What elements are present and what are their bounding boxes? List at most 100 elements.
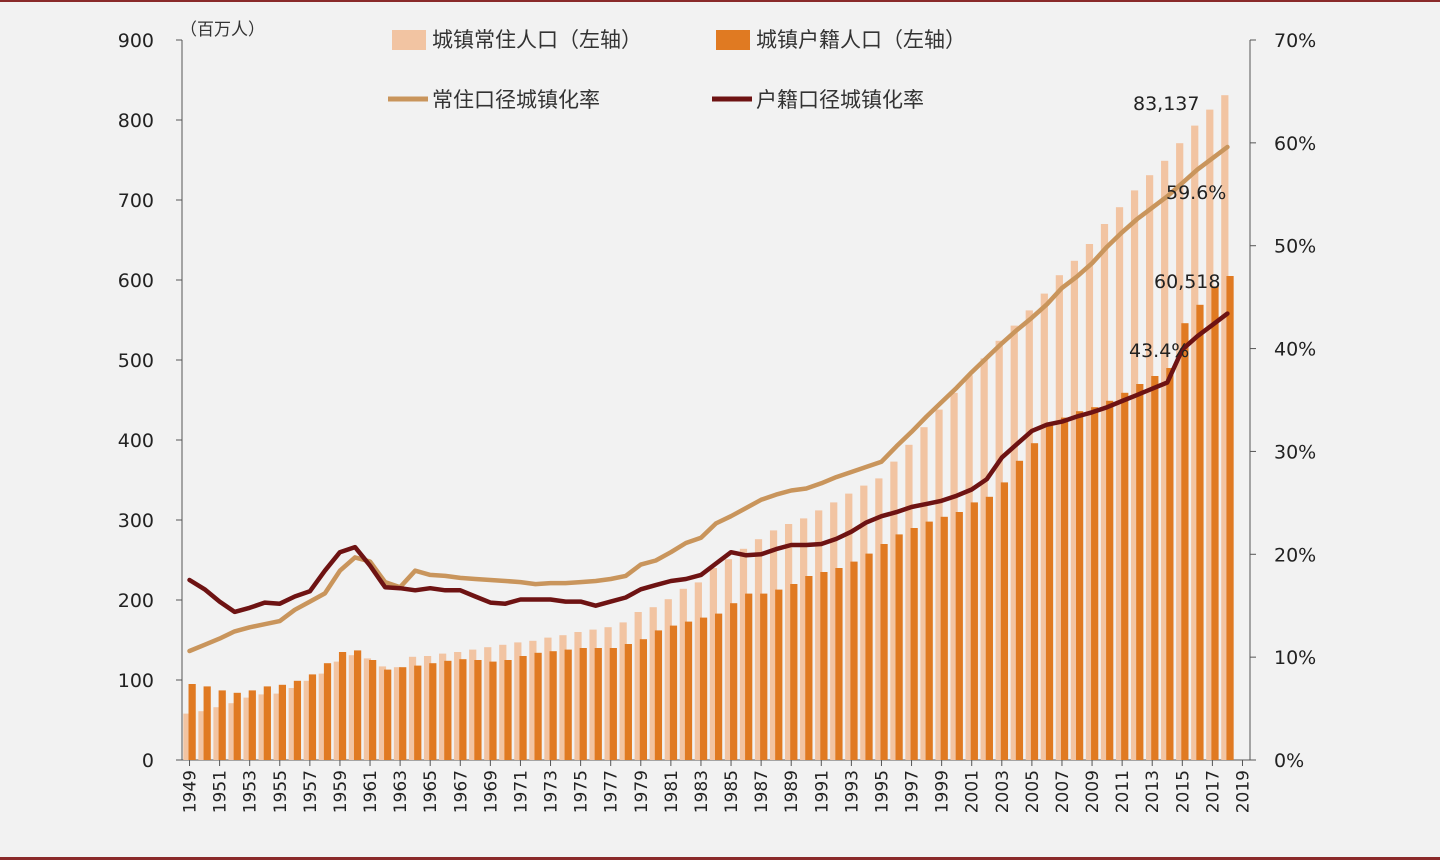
bar-urban-hukou <box>1196 304 1204 760</box>
bar-urban-hukou <box>474 660 482 760</box>
bar-urban-resident <box>198 711 206 760</box>
right-tick-label: 10% <box>1274 647 1316 669</box>
bar-urban-resident <box>1085 244 1094 760</box>
x-tick-label: 1997 <box>903 770 923 813</box>
bar-urban-hukou <box>293 680 302 760</box>
bar-urban-hukou <box>1015 460 1024 760</box>
bar-urban-resident <box>1115 207 1124 760</box>
left-tick-label: 100 <box>118 670 154 692</box>
x-tick-label: 2005 <box>1023 770 1043 813</box>
x-tick-label: 1969 <box>481 770 501 813</box>
bar-urban-resident <box>1070 260 1079 760</box>
bar-urban-hukou <box>624 644 632 760</box>
bar-urban-hukou <box>1211 286 1219 760</box>
left-tick-label: 0 <box>142 750 154 772</box>
bar-urban-hukou <box>489 661 497 760</box>
bar-urban-resident <box>845 493 853 760</box>
bar-urban-resident <box>228 703 236 760</box>
bar-urban-hukou <box>1076 411 1084 760</box>
bar-urban-hukou <box>203 686 211 760</box>
bar-urban-resident <box>1100 224 1109 760</box>
bar-urban-resident <box>754 539 763 760</box>
bar-urban-hukou <box>790 584 798 760</box>
bar-urban-resident <box>860 485 868 760</box>
bar-urban-resident <box>484 647 492 760</box>
bar-urban-resident <box>439 653 447 760</box>
x-tick-label: 2019 <box>1233 770 1253 813</box>
x-tick-label: 1951 <box>211 770 231 813</box>
bar-urban-resident <box>423 656 432 760</box>
bar-urban-hukou <box>865 553 873 760</box>
bar-urban-resident <box>1025 310 1033 760</box>
bar-urban-hukou <box>639 639 648 760</box>
x-tick-label: 1971 <box>511 770 531 813</box>
x-tick-label: 1985 <box>722 770 742 813</box>
bar-urban-hukou <box>715 613 723 760</box>
bar-urban-hukou <box>835 568 843 760</box>
bar-urban-hukou <box>429 663 437 760</box>
bar-urban-resident <box>469 649 477 760</box>
x-tick-label: 2001 <box>963 770 983 813</box>
x-tick-label: 2017 <box>1203 770 1223 813</box>
line-hukou-rate <box>187 311 1230 615</box>
bar-urban-resident <box>514 642 522 760</box>
bar-urban-resident <box>1055 275 1063 760</box>
x-tick-label: 1957 <box>301 770 321 813</box>
bar-urban-hukou <box>669 625 678 760</box>
left-tick-label: 600 <box>118 270 154 292</box>
x-tick-label: 2011 <box>1113 770 1133 813</box>
bar-urban-hukou <box>880 544 888 760</box>
x-tick-label: 1987 <box>752 770 772 813</box>
bar-urban-resident <box>980 358 988 760</box>
bar-urban-hukou <box>308 674 317 760</box>
bar-urban-resident <box>288 688 296 760</box>
bar-urban-hukou <box>1030 443 1039 760</box>
bar-urban-resident <box>679 588 687 760</box>
right-axis-ticks: 0% 10% 20% 30% 40% 50% 60% 70% <box>1250 30 1316 772</box>
bar-urban-resident <box>393 667 402 760</box>
legend-swatch-urban-resident <box>392 30 426 50</box>
annotation-resident-pop-2018: 83,137 <box>1133 93 1199 115</box>
bar-urban-hukou <box>699 617 708 760</box>
x-tick-label: 1981 <box>662 770 682 813</box>
bar-urban-hukou <box>444 660 452 760</box>
bar-urban-hukou <box>579 648 587 760</box>
bar-urban-hukou <box>775 589 783 760</box>
bar-urban-resident <box>318 673 326 760</box>
x-tick-label: 1989 <box>782 770 802 813</box>
bar-urban-hukou <box>955 512 963 760</box>
right-tick-label: 60% <box>1274 133 1316 155</box>
bar-urban-resident <box>454 652 462 760</box>
bar-urban-resident <box>1130 190 1139 760</box>
bars-urban-resident <box>183 95 1229 761</box>
legend-label-resident-rate: 常住口径城镇化率 <box>432 88 600 112</box>
bar-urban-hukou <box>1060 417 1069 760</box>
bar-urban-hukou <box>985 496 993 760</box>
bar-urban-hukou <box>414 665 422 760</box>
x-tick-label: 1961 <box>361 770 381 813</box>
legend: 城镇常住人口（左轴） 城镇户籍人口（左轴） 常住口径城镇化率 户籍口径城镇化率 <box>388 28 966 112</box>
bar-urban-resident <box>1161 160 1169 761</box>
bar-urban-hukou <box>534 652 542 760</box>
bar-urban-hukou <box>504 660 512 760</box>
x-tick-label: 2003 <box>993 770 1013 813</box>
bar-urban-hukou <box>1106 400 1114 760</box>
bar-urban-resident <box>1040 293 1048 760</box>
bar-urban-hukou <box>925 521 933 760</box>
bar-urban-resident <box>589 629 597 760</box>
bar-urban-resident <box>1176 143 1184 760</box>
bar-urban-resident <box>950 392 958 760</box>
x-tick-label: 1995 <box>872 770 892 813</box>
bar-urban-resident <box>724 559 733 760</box>
bar-urban-resident <box>1206 109 1214 761</box>
bar-urban-resident <box>664 599 672 760</box>
bar-urban-resident <box>544 637 552 760</box>
bar-urban-hukou <box>940 516 948 760</box>
bar-urban-hukou <box>399 667 407 760</box>
bar-urban-hukou <box>820 572 828 760</box>
bar-urban-hukou <box>323 663 332 760</box>
bar-urban-hukou <box>654 630 663 760</box>
bar-urban-resident <box>649 607 657 760</box>
bar-urban-resident <box>213 707 221 760</box>
x-tick-label: 1965 <box>421 770 441 813</box>
